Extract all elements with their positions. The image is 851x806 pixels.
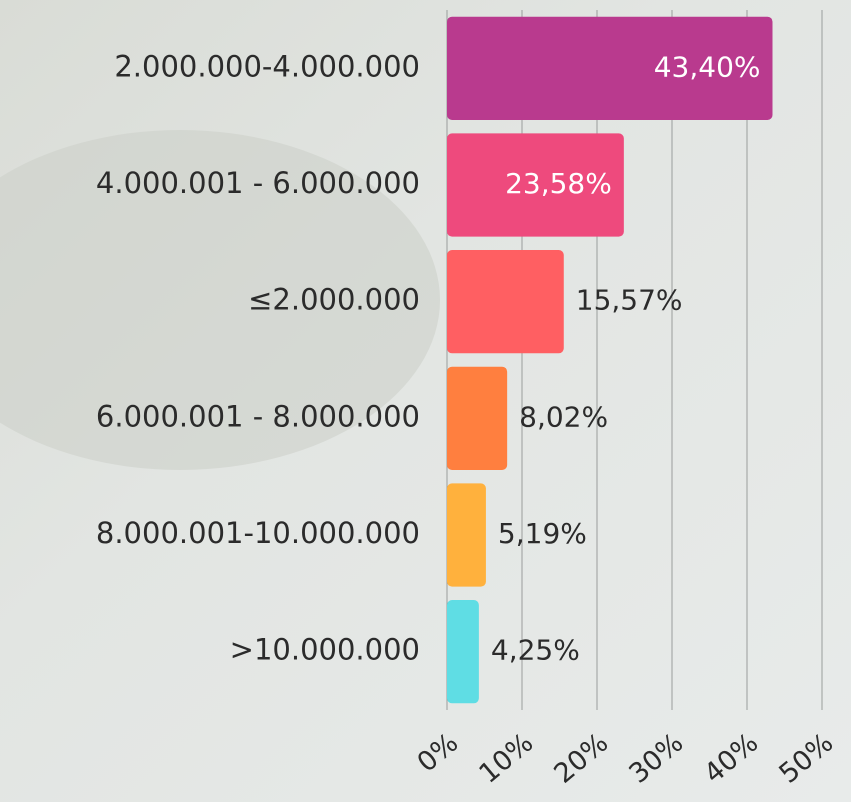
bar xyxy=(447,367,507,470)
bar xyxy=(447,250,564,353)
bar xyxy=(447,600,479,703)
y-tick-label: 8.000.001-10.000.000 xyxy=(96,516,420,550)
value-label: 4,25% xyxy=(491,634,580,667)
value-label: 23,58% xyxy=(505,167,612,200)
value-label: 5,19% xyxy=(498,517,587,550)
value-label: 43,40% xyxy=(654,50,761,83)
bar xyxy=(447,483,486,586)
page: {"chart_data": {"type": "bar", "orientat… xyxy=(0,0,851,806)
y-tick-label: 2.000.000-4.000.000 xyxy=(114,49,420,83)
y-tick-label: ≤2.000.000 xyxy=(248,283,420,317)
chart: 0%10%20%30%40%50%2.000.000-4.000.00043,4… xyxy=(0,0,851,802)
value-label: 15,57% xyxy=(576,284,683,317)
y-tick-label: 4.000.001 - 6.000.000 xyxy=(96,166,420,200)
y-tick-label: >10.000.000 xyxy=(230,633,420,667)
value-label: 8,02% xyxy=(519,400,608,433)
y-tick-label: 6.000.001 - 8.000.000 xyxy=(96,399,420,433)
